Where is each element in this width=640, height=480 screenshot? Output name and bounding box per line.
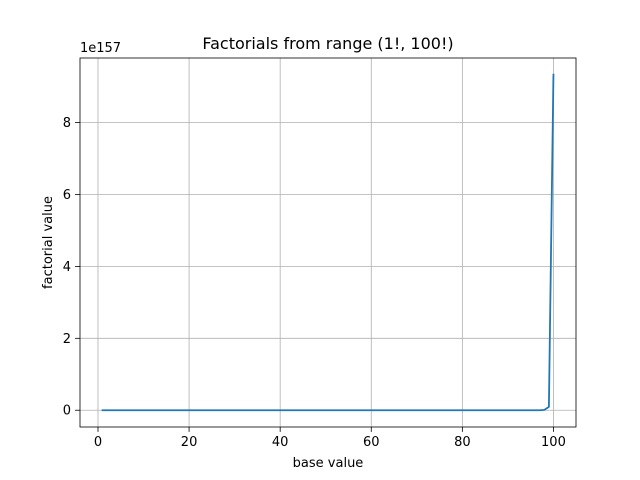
x-tick-label: 60 — [363, 435, 380, 450]
x-tick-label: 0 — [94, 435, 102, 450]
x-tick-label: 20 — [181, 435, 198, 450]
y-tick-label: 0 — [63, 404, 71, 419]
axis-ticks: 0 20 40 60 80 100 0 2 4 6 8 — [63, 116, 566, 450]
y-axis-scale-label: 1e157 — [80, 41, 121, 56]
plot-frame — [79, 57, 577, 428]
x-axis-label: base value — [293, 456, 364, 471]
series-layer — [101, 73, 555, 412]
series-line — [101, 73, 555, 412]
x-tick-label: 40 — [272, 435, 289, 450]
chart-title: Factorials from range (1!, 100!) — [202, 34, 453, 53]
y-axis-label: factorial value — [41, 196, 56, 289]
y-tick-label: 2 — [63, 332, 71, 347]
y-tick-label: 6 — [63, 188, 71, 203]
y-tick-label: 8 — [63, 116, 71, 131]
x-tick-label: 100 — [541, 435, 566, 450]
x-tick-label: 80 — [454, 435, 471, 450]
y-tick-label: 4 — [63, 260, 71, 275]
